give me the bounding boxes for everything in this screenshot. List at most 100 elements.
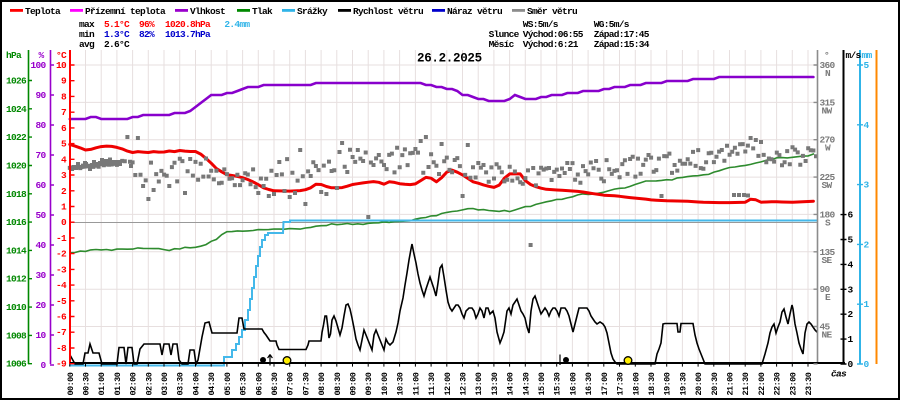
- svg-text:-6: -6: [56, 312, 67, 323]
- svg-text:4: 4: [61, 154, 67, 165]
- svg-text:Srážky: Srážky: [297, 6, 328, 17]
- svg-text:-4: -4: [56, 280, 67, 291]
- svg-text:11:00: 11:00: [411, 372, 421, 395]
- svg-text:21:00: 21:00: [726, 372, 736, 395]
- svg-text:17:30: 17:30: [616, 372, 626, 395]
- svg-text:6: 6: [848, 210, 854, 221]
- svg-text:2: 2: [848, 309, 854, 320]
- svg-text:0: 0: [40, 360, 46, 371]
- svg-text:7: 7: [61, 107, 67, 118]
- svg-text:3: 3: [848, 284, 854, 295]
- svg-text:E: E: [825, 292, 831, 303]
- svg-text:0: 0: [864, 359, 870, 370]
- svg-text:-9: -9: [56, 359, 67, 370]
- svg-text:max: max: [79, 19, 95, 30]
- svg-text:270: 270: [820, 135, 836, 146]
- svg-text:1020: 1020: [6, 160, 27, 171]
- svg-text:2: 2: [864, 239, 870, 250]
- svg-text:01:30: 01:30: [113, 372, 123, 395]
- svg-text:40: 40: [35, 240, 46, 251]
- svg-text:Tlak: Tlak: [252, 6, 273, 17]
- svg-text:9: 9: [61, 76, 67, 87]
- svg-text:10: 10: [35, 330, 46, 341]
- svg-text:Rychlost větru: Rychlost větru: [353, 6, 424, 17]
- svg-text:03:00: 03:00: [160, 372, 170, 395]
- svg-text:4: 4: [864, 120, 870, 131]
- svg-text:-2: -2: [56, 249, 67, 260]
- svg-text:Slunce: Slunce: [489, 29, 520, 40]
- svg-text:1024: 1024: [6, 104, 27, 115]
- svg-text:1013.7hPa: 1013.7hPa: [165, 29, 211, 40]
- svg-text:11:30: 11:30: [427, 372, 437, 395]
- svg-text:96%: 96%: [139, 19, 155, 30]
- svg-text:Vlhkost: Vlhkost: [190, 6, 225, 17]
- svg-text:26.2.2025: 26.2.2025: [417, 52, 482, 66]
- svg-text:WS:5m/s: WS:5m/s: [523, 19, 559, 30]
- svg-text:10: 10: [56, 60, 67, 71]
- svg-text:135: 135: [820, 247, 836, 258]
- svg-text:2.4mm: 2.4mm: [224, 19, 250, 30]
- svg-text:100: 100: [30, 60, 46, 71]
- svg-text:1: 1: [61, 201, 67, 212]
- svg-text:Západ:15:34: Západ:15:34: [594, 39, 650, 50]
- svg-text:10:00: 10:00: [380, 372, 390, 395]
- svg-text:09:30: 09:30: [364, 372, 374, 395]
- svg-text:°C: °C: [56, 50, 67, 61]
- svg-text:08:00: 08:00: [317, 372, 327, 395]
- svg-text:SE: SE: [822, 255, 833, 266]
- svg-text:07:30: 07:30: [301, 372, 311, 395]
- svg-text:Západ:17:45: Západ:17:45: [594, 29, 650, 40]
- svg-text:70: 70: [35, 150, 46, 161]
- svg-text:mm: mm: [862, 50, 873, 61]
- svg-text:15:00: 15:00: [537, 372, 547, 395]
- svg-text:06:00: 06:00: [254, 372, 264, 395]
- svg-text:Náraz větru: Náraz větru: [447, 6, 503, 17]
- svg-text:45: 45: [820, 322, 831, 333]
- svg-text:12:30: 12:30: [459, 372, 469, 395]
- svg-text:2: 2: [61, 186, 67, 197]
- svg-text:-1: -1: [56, 233, 67, 244]
- svg-text:3: 3: [61, 170, 67, 181]
- svg-text:20: 20: [35, 300, 46, 311]
- svg-text:10:30: 10:30: [396, 372, 406, 395]
- svg-text:13:00: 13:00: [474, 372, 484, 395]
- svg-text:-7: -7: [56, 327, 67, 338]
- svg-text:22:00: 22:00: [757, 372, 767, 395]
- svg-text:8: 8: [61, 91, 67, 102]
- svg-text:18:00: 18:00: [631, 372, 641, 395]
- svg-text:02:00: 02:00: [129, 372, 139, 395]
- svg-text:°: °: [824, 50, 829, 61]
- svg-text:04:00: 04:00: [192, 372, 202, 395]
- svg-text:-5: -5: [56, 296, 67, 307]
- svg-text:60: 60: [35, 180, 46, 191]
- svg-text:NE: NE: [822, 330, 833, 341]
- svg-text:17:00: 17:00: [600, 372, 610, 395]
- svg-text:W: W: [825, 143, 831, 154]
- svg-text:07:00: 07:00: [286, 372, 296, 395]
- svg-text:WG:5m/s: WG:5m/s: [594, 19, 630, 30]
- svg-text:1: 1: [848, 334, 854, 345]
- svg-text:1008: 1008: [6, 330, 27, 341]
- svg-text:02:30: 02:30: [144, 372, 154, 395]
- svg-text:Východ:06:55: Východ:06:55: [523, 29, 584, 40]
- svg-text:05:00: 05:00: [223, 372, 233, 395]
- svg-text:23:30: 23:30: [804, 372, 814, 395]
- svg-text:5: 5: [848, 235, 854, 246]
- svg-text:Teplota: Teplota: [25, 6, 61, 17]
- svg-text:30: 30: [35, 270, 46, 281]
- svg-text:1: 1: [864, 299, 870, 310]
- svg-text:22:30: 22:30: [773, 372, 783, 395]
- svg-text:2.6°C: 2.6°C: [104, 39, 130, 50]
- svg-text:50: 50: [35, 210, 46, 221]
- svg-text:09:00: 09:00: [349, 372, 359, 395]
- svg-text:00:00: 00:00: [66, 372, 76, 395]
- svg-text:1012: 1012: [6, 274, 27, 285]
- svg-text:4: 4: [848, 259, 854, 270]
- svg-text:1018: 1018: [6, 189, 27, 200]
- svg-text:19:00: 19:00: [663, 372, 673, 395]
- svg-text:03:30: 03:30: [176, 372, 186, 395]
- svg-text:05:30: 05:30: [239, 372, 249, 395]
- svg-text:13:30: 13:30: [490, 372, 500, 395]
- svg-text:00:30: 00:30: [82, 372, 92, 395]
- svg-text:21:30: 21:30: [741, 372, 751, 395]
